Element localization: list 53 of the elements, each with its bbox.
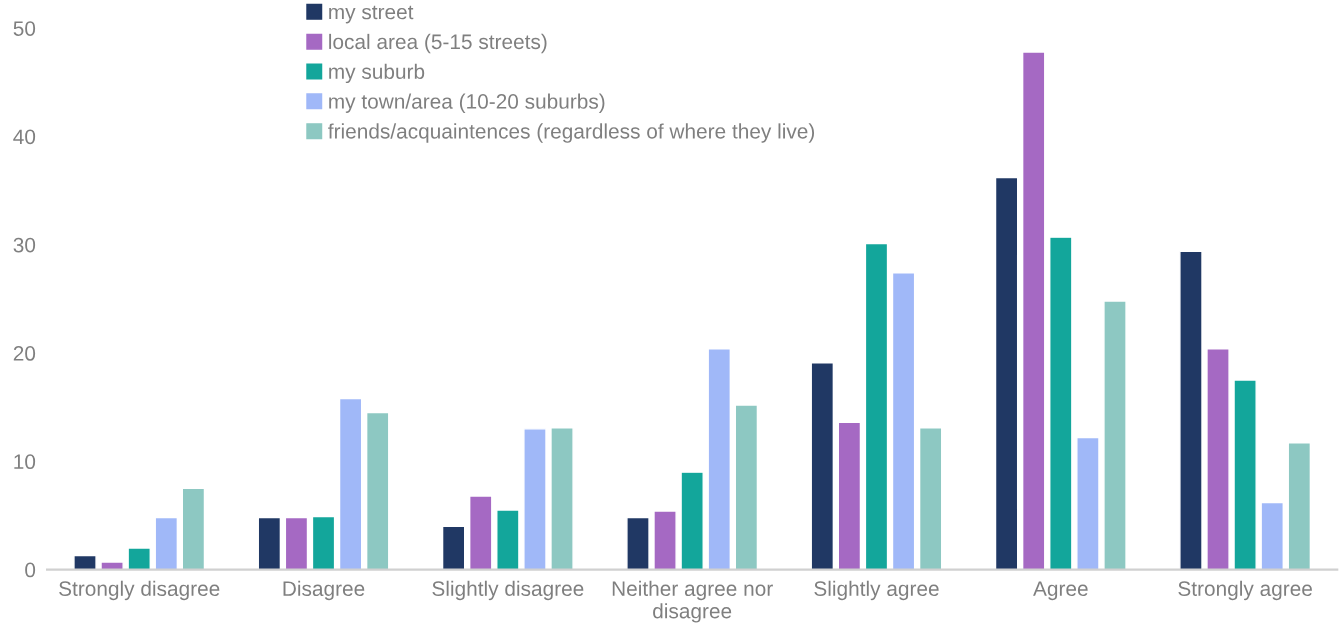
bar [810,362,835,570]
bar [734,404,759,570]
bar [680,471,704,570]
bar [1076,436,1100,570]
bar [550,427,574,570]
bar [707,347,732,570]
legend-label: my suburb [329,63,425,84]
bar [653,510,677,570]
bar [154,516,179,570]
bar [127,547,151,570]
bar [365,411,390,570]
bar [994,176,1019,570]
bar [1287,442,1312,570]
bar [441,525,466,570]
bar [837,421,862,570]
x-tick-label: Strongly disagree [59,580,220,601]
bar [523,428,547,570]
bar [468,495,493,570]
bar [284,516,309,570]
y-tick-label: 30 [13,237,36,253]
y-tick-label: 50 [13,21,36,36]
y-tick-label: 40 [13,129,36,145]
bar [891,272,916,570]
x-tick-label: Disagree [283,580,365,601]
y-tick-label: 10 [14,454,36,470]
bar [1049,236,1073,570]
bar [1260,501,1284,570]
bar [311,515,336,570]
legend-label: friends/acquaintences (regardless of where they live) [328,123,815,143]
bar [1206,347,1230,570]
bar [181,487,206,570]
bar [1021,51,1046,570]
bar [496,509,520,570]
bar [626,516,650,570]
legend-label: local area (5-15 streets) [329,33,547,54]
bar [257,516,282,570]
bar [1233,379,1257,570]
x-tick-label: Slightly agree [814,580,939,601]
y-tick-label: 0 [25,562,36,578]
x-tick-label: Agree [1033,581,1088,601]
legend-label: my street [329,5,414,24]
bar [73,554,97,570]
bar [864,242,889,570]
bar [1179,250,1203,570]
bar [918,427,943,570]
x-tick-label: Neither agree nor disagree [612,580,773,623]
x-tick-label: Slightly disagree [432,580,584,601]
bar [100,561,124,570]
legend-label: my town/area (10-20 suburbs) [329,93,605,113]
bar [338,397,363,570]
y-tick-label: 20 [13,346,36,361]
x-tick-label: Strongly agree [1178,580,1312,601]
bar [1103,300,1127,570]
